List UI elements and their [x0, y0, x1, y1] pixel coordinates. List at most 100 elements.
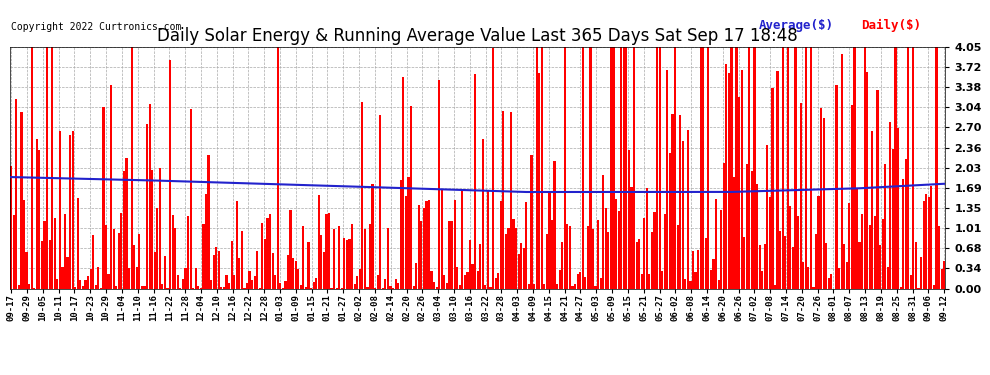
Bar — [663, 214, 666, 289]
Title: Daily Solar Energy & Running Average Value Last 365 Days Sat Sep 17 18:48: Daily Solar Energy & Running Average Val… — [157, 27, 798, 45]
Bar — [936, 47, 938, 289]
Bar — [39, 150, 41, 289]
Bar — [571, 286, 573, 289]
Bar — [674, 47, 676, 289]
Bar — [858, 242, 860, 289]
Bar — [102, 106, 105, 289]
Bar — [697, 250, 699, 289]
Bar — [274, 274, 276, 289]
Bar — [876, 90, 878, 289]
Bar — [418, 205, 420, 289]
Bar — [148, 104, 150, 289]
Bar — [351, 224, 353, 289]
Bar — [348, 238, 350, 289]
Bar — [205, 194, 207, 289]
Bar — [831, 274, 833, 289]
Bar — [644, 218, 645, 289]
Bar — [164, 256, 166, 289]
Bar — [31, 47, 33, 289]
Bar — [913, 47, 915, 289]
Bar — [363, 229, 366, 289]
Bar — [431, 271, 433, 289]
Bar — [933, 285, 935, 289]
Bar — [607, 232, 610, 289]
Bar — [346, 240, 348, 289]
Bar — [641, 274, 643, 289]
Bar — [133, 244, 136, 289]
Bar — [374, 288, 376, 289]
Bar — [64, 214, 66, 289]
Bar — [676, 225, 679, 289]
Bar — [246, 284, 248, 289]
Bar — [753, 47, 755, 289]
Bar — [405, 196, 407, 289]
Bar — [300, 285, 302, 289]
Text: Daily($): Daily($) — [861, 19, 922, 32]
Bar — [258, 288, 261, 289]
Bar — [940, 269, 942, 289]
Bar — [648, 273, 650, 289]
Bar — [77, 198, 79, 289]
Bar — [49, 240, 50, 289]
Bar — [563, 47, 566, 289]
Bar — [161, 284, 163, 289]
Bar — [489, 288, 492, 289]
Bar — [539, 73, 541, 289]
Bar — [800, 103, 802, 289]
Bar — [253, 276, 255, 289]
Bar — [18, 285, 20, 289]
Bar — [713, 259, 715, 289]
Bar — [15, 99, 18, 289]
Bar — [515, 228, 517, 289]
Bar — [710, 270, 712, 289]
Bar — [61, 267, 63, 289]
Bar — [871, 131, 873, 289]
Bar — [928, 196, 930, 289]
Bar — [392, 288, 394, 289]
Bar — [856, 188, 858, 289]
Bar — [241, 231, 243, 289]
Bar — [413, 286, 415, 289]
Bar — [818, 196, 820, 289]
Bar — [174, 228, 176, 289]
Bar — [33, 288, 36, 289]
Bar — [863, 47, 866, 289]
Bar — [781, 47, 784, 289]
Bar — [239, 258, 241, 289]
Bar — [458, 285, 460, 289]
Bar — [813, 286, 815, 289]
Bar — [218, 251, 220, 289]
Bar — [794, 47, 797, 289]
Bar — [200, 288, 202, 289]
Bar — [582, 47, 584, 289]
Bar — [423, 209, 425, 289]
Bar — [918, 288, 920, 289]
Bar — [46, 47, 49, 289]
Bar — [279, 284, 281, 289]
Bar — [251, 280, 253, 289]
Bar — [326, 214, 328, 289]
Bar — [694, 272, 697, 289]
Bar — [139, 234, 141, 289]
Bar — [613, 47, 615, 289]
Bar — [579, 273, 581, 289]
Bar — [589, 47, 592, 289]
Bar — [236, 201, 238, 289]
Bar — [658, 47, 660, 289]
Bar — [815, 234, 817, 289]
Bar — [776, 70, 779, 289]
Bar — [544, 284, 545, 289]
Bar — [97, 267, 99, 289]
Bar — [197, 286, 199, 289]
Bar — [823, 118, 825, 289]
Bar — [828, 278, 830, 289]
Bar — [310, 288, 312, 289]
Bar — [333, 229, 336, 289]
Bar — [166, 288, 168, 289]
Bar — [187, 216, 189, 289]
Bar — [892, 149, 894, 289]
Bar — [887, 267, 889, 289]
Bar — [266, 218, 268, 289]
Bar — [905, 159, 907, 289]
Bar — [87, 276, 89, 289]
